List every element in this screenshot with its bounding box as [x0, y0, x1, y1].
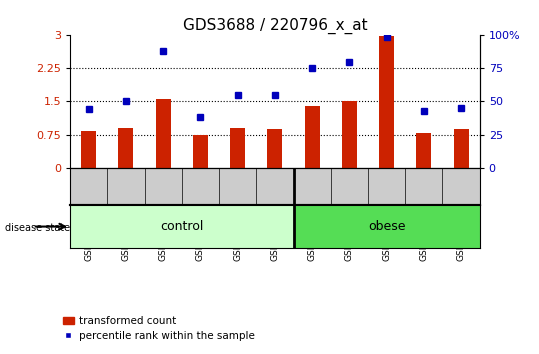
Text: obese: obese [368, 220, 405, 233]
Bar [294, 205, 480, 248]
Bar [230, 128, 245, 167]
Bar [119, 128, 133, 167]
Bar [417, 133, 431, 167]
Text: control: control [160, 220, 204, 233]
Text: disease state: disease state [5, 223, 71, 233]
Legend: transformed count, percentile rank within the sample: transformed count, percentile rank withi… [59, 312, 259, 345]
Bar [454, 129, 468, 167]
Bar [70, 205, 294, 248]
Bar [193, 135, 208, 167]
Bar [156, 99, 171, 167]
Bar [379, 36, 394, 167]
Bar [81, 131, 96, 167]
Bar [342, 101, 357, 167]
Bar [305, 106, 320, 167]
Title: GDS3688 / 220796_x_at: GDS3688 / 220796_x_at [183, 18, 367, 34]
Bar [267, 129, 282, 167]
